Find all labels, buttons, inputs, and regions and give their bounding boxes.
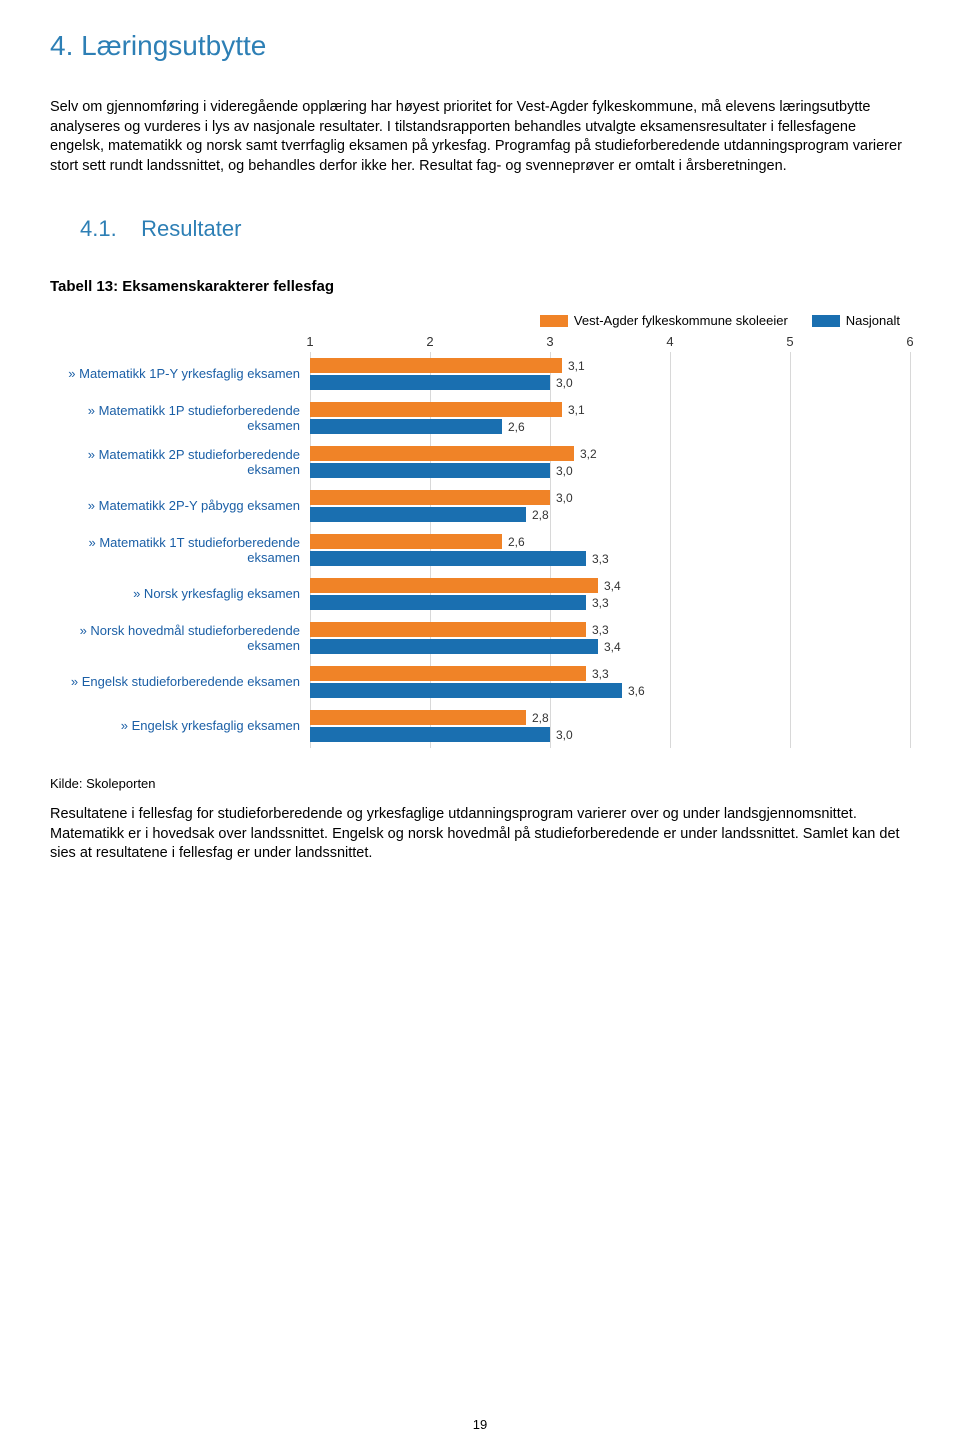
chart-row-bars: 3,33,4 <box>310 617 910 659</box>
bar-nat <box>310 419 502 434</box>
x-axis-labels: 123456 <box>310 334 910 352</box>
bar-nat <box>310 595 586 610</box>
results-paragraph: Resultatene i fellesfag for studieforber… <box>50 805 910 864</box>
x-tick-label: 6 <box>906 334 913 349</box>
chart-rows: » Matematikk 1P-Y yrkesfaglig eksamen3,1… <box>50 352 910 748</box>
legend-item-nat: Nasjonalt <box>812 313 900 328</box>
chart-row: » Matematikk 2P studieforberedende eksam… <box>50 440 910 484</box>
x-tick-label: 1 <box>306 334 313 349</box>
x-tick-label: 5 <box>786 334 793 349</box>
bar-value-label: 3,0 <box>556 728 573 742</box>
chart-row-label: » Norsk hovedmål studieforberedende eksa… <box>50 623 310 654</box>
bar-nat <box>310 639 598 654</box>
chart-row: » Norsk yrkesfaglig eksamen3,43,3 <box>50 572 910 616</box>
bar-nat <box>310 683 622 698</box>
bar-value-label: 3,4 <box>604 579 621 593</box>
bar-value-label: 3,3 <box>592 667 609 681</box>
bar-nat <box>310 551 586 566</box>
bar-value-label: 3,4 <box>604 640 621 654</box>
legend-swatch-va <box>540 315 568 327</box>
bar-nat <box>310 375 550 390</box>
bar-va <box>310 622 586 637</box>
chart-row-bars: 3,3 3,6 <box>310 661 910 703</box>
chart-row: » Engelsk yrkesfaglig eksamen 2,8 3,0 <box>50 704 910 748</box>
bar-value-label: 2,8 <box>532 711 549 725</box>
legend-label-va: Vest-Agder fylkeskommune skoleeier <box>574 313 788 328</box>
chart-row-label: » Matematikk 2P studieforberedende eksam… <box>50 447 310 478</box>
bar-va <box>310 578 598 593</box>
legend-swatch-nat <box>812 315 840 327</box>
bar-value-label: 2,6 <box>508 420 525 434</box>
x-tick-label: 2 <box>426 334 433 349</box>
chart-row-bars: 3,13,0 <box>310 353 910 395</box>
bar-value-label: 3,3 <box>592 623 609 637</box>
chart-row: » Matematikk 1P studieforberedende eksam… <box>50 396 910 440</box>
chart-row-label: » Matematikk 1P studieforberedende eksam… <box>50 403 310 434</box>
bar-nat <box>310 507 526 522</box>
chart-grid: 1 2 3 4 5 6 » Matematikk 1P-Y yrkesfaglig eks… <box>50 334 910 748</box>
chart-row-bars: 3,0 2,8 <box>310 485 910 527</box>
chart-row-label: » Norsk yrkesfaglig eksamen <box>50 586 310 602</box>
legend-label-nat: Nasjonalt <box>846 313 900 328</box>
bar-va <box>310 490 550 505</box>
bar-va <box>310 446 574 461</box>
table-title: Tabell 13: Eksamenskarakterer fellesfag <box>50 278 910 295</box>
chart-row-bars: 2,6 3,3 <box>310 529 910 571</box>
bar-va <box>310 534 502 549</box>
chart-row: » Matematikk 1P-Y yrkesfaglig eksamen3,1… <box>50 352 910 396</box>
chart-source: Kilde: Skoleporten <box>50 776 910 791</box>
chart-row-label: » Engelsk yrkesfaglig eksamen <box>50 718 310 734</box>
bar-va <box>310 710 526 725</box>
bar-va <box>310 358 562 373</box>
chart-row-label: » Matematikk 2P-Y påbygg eksamen <box>50 498 310 514</box>
bar-value-label: 3,3 <box>592 596 609 610</box>
bar-value-label: 3,3 <box>592 552 609 566</box>
bar-va <box>310 666 586 681</box>
bar-nat <box>310 463 550 478</box>
x-tick-label: 4 <box>666 334 673 349</box>
chart-legend: Vest-Agder fylkeskommune skoleeier Nasjo… <box>50 313 910 328</box>
chart-row-label: » Matematikk 1P-Y yrkesfaglig eksamen <box>50 366 310 382</box>
chart-container: Vest-Agder fylkeskommune skoleeier Nasjo… <box>50 313 910 748</box>
bar-value-label: 3,2 <box>580 447 597 461</box>
chart-row-label: » Engelsk studieforberedende eksamen <box>50 674 310 690</box>
bar-nat <box>310 727 550 742</box>
chart-row: » Norsk hovedmål studieforberedende eksa… <box>50 616 910 660</box>
bar-value-label: 2,8 <box>532 508 549 522</box>
bar-value-label: 3,0 <box>556 376 573 390</box>
chart-row: » Matematikk 1T studieforberedende eksam… <box>50 528 910 572</box>
bar-value-label: 2,6 <box>508 535 525 549</box>
heading-2: 4.1. Resultater <box>50 216 910 242</box>
bar-value-label: 3,6 <box>628 684 645 698</box>
chart-row-bars: 2,8 3,0 <box>310 705 910 747</box>
chart-row: » Matematikk 2P-Y påbygg eksamen 3,0 2,8 <box>50 484 910 528</box>
chart-row: » Engelsk studieforberedende eksamen3,33… <box>50 660 910 704</box>
bar-value-label: 3,0 <box>556 491 573 505</box>
bar-value-label: 3,1 <box>568 403 585 417</box>
heading-1: 4. Læringsutbytte <box>50 30 910 62</box>
x-tick-label: 3 <box>546 334 553 349</box>
bar-value-label: 3,0 <box>556 464 573 478</box>
legend-item-va: Vest-Agder fylkeskommune skoleeier <box>540 313 788 328</box>
bar-value-label: 3,1 <box>568 359 585 373</box>
page-number: 19 <box>473 1417 487 1432</box>
chart-row-bars: 3,1 2,6 <box>310 397 910 439</box>
chart-row-label: » Matematikk 1T studieforberedende eksam… <box>50 535 310 566</box>
heading-2-text: Resultater <box>141 216 241 241</box>
intro-paragraph: Selv om gjennomføring i videregående opp… <box>50 98 910 176</box>
chart-row-bars: 3,43,3 <box>310 573 910 615</box>
chart-row-bars: 3,2 3,0 <box>310 441 910 483</box>
bar-va <box>310 402 562 417</box>
heading-2-number: 4.1. <box>80 216 117 241</box>
